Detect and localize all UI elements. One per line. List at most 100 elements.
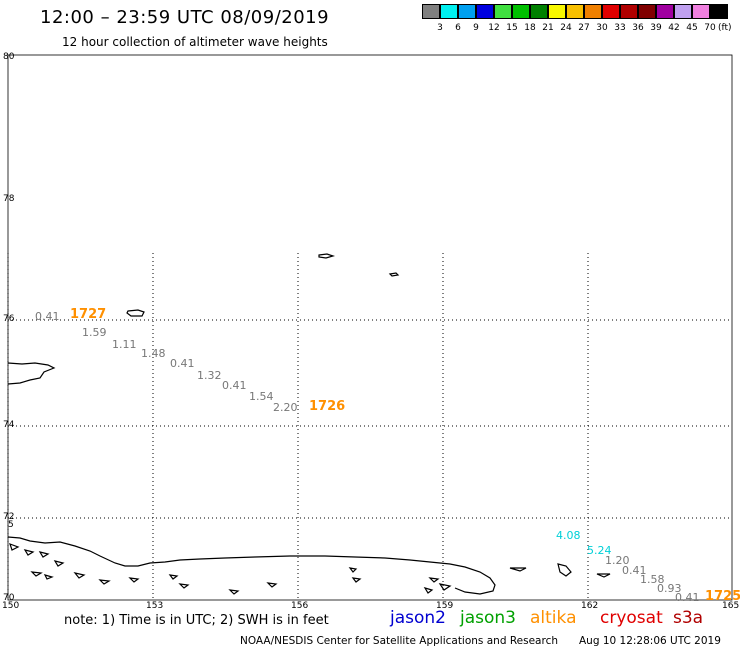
- island: [43, 574, 54, 580]
- swh-value: 0.41: [222, 379, 247, 392]
- swh-value: 5.24: [587, 544, 612, 557]
- legend-swatch: [674, 4, 692, 19]
- legend-swatch: [692, 4, 710, 19]
- landmass: [7, 536, 496, 595]
- legend-level: 33: [614, 23, 626, 33]
- legend-level: 70: [704, 23, 716, 33]
- island: [266, 582, 278, 588]
- island: [318, 253, 336, 259]
- legend-swatch: [638, 4, 656, 19]
- swh-value: 1.59: [82, 326, 107, 339]
- satellite-jason3: jason3: [460, 608, 516, 628]
- legend-unit: (ft): [718, 23, 732, 33]
- island: [423, 587, 434, 594]
- generated-timestamp: Aug 10 12:28:06 UTC 2019: [579, 635, 721, 647]
- legend-swatch: [476, 4, 494, 19]
- legend-swatch: [566, 4, 584, 19]
- legend-level: 6: [455, 23, 461, 33]
- map-frame: [7, 54, 733, 601]
- legend-level: 18: [524, 23, 536, 33]
- satellite-jason2: jason2: [390, 608, 446, 628]
- island: [38, 551, 50, 558]
- lon-label: 159: [436, 601, 454, 611]
- graticule: [7, 253, 732, 600]
- legend-swatch: [512, 4, 530, 19]
- swh-value: 1.48: [141, 347, 166, 360]
- legend-level: 15: [506, 23, 518, 33]
- satellite-altika: altika: [530, 608, 577, 628]
- track-time-label: 1725: [705, 589, 740, 604]
- lon-label: 156: [291, 601, 309, 611]
- legend-level: 42: [668, 23, 680, 33]
- legend-swatch: [584, 4, 602, 19]
- swh-value: 4.08: [556, 529, 581, 542]
- swh-value: 2.20: [273, 401, 298, 414]
- coastline: [7, 253, 611, 595]
- island: [596, 573, 611, 578]
- legend-swatch: [530, 4, 548, 19]
- swh-value: 1.54: [249, 390, 274, 403]
- swh-value: 0.41: [170, 357, 195, 370]
- lon-label: 165: [722, 601, 740, 611]
- island: [126, 309, 145, 317]
- swh-value: 1.11: [112, 338, 137, 351]
- swh-value: 0.41: [675, 591, 700, 604]
- swh-value: 0.41: [35, 310, 60, 323]
- lat-label: 70: [3, 593, 15, 603]
- legend-swatch: [656, 4, 674, 19]
- swh-value: 1.58: [640, 573, 665, 586]
- legend-level: 27: [578, 23, 590, 33]
- track-time-label: 1727: [70, 307, 107, 322]
- island: [128, 577, 140, 583]
- map-subtitle: 12 hour collection of altimeter wave hei…: [62, 35, 328, 49]
- island: [428, 577, 440, 583]
- legend-level: 9: [473, 23, 479, 33]
- legend-swatch: [710, 4, 728, 19]
- legend-level: 30: [596, 23, 608, 33]
- legend-swatch: [422, 4, 440, 19]
- lon-label: 162: [581, 601, 599, 611]
- track-time-label: 1726: [309, 399, 346, 414]
- legend-swatch: [494, 4, 512, 19]
- edge-marker: 5: [8, 520, 14, 530]
- legend-swatch: [602, 4, 620, 19]
- legend-level: 3: [437, 23, 443, 33]
- lat-label: 78: [3, 194, 15, 204]
- satellite-s3a: s3a: [673, 608, 704, 628]
- swh-value: 0.93: [657, 582, 682, 595]
- lat-label: 74: [3, 420, 15, 430]
- island: [23, 549, 35, 556]
- lon-label: 153: [146, 601, 164, 611]
- lat-label: 80: [3, 52, 15, 62]
- satellite-cryosat: cryosat: [600, 608, 663, 628]
- lat-label: 76: [3, 314, 15, 324]
- island: [53, 560, 65, 567]
- legend-level: 12: [488, 23, 500, 33]
- swh-value: 1.20: [605, 554, 630, 567]
- legend-level: 24: [560, 23, 572, 33]
- landmass: [7, 362, 56, 385]
- island: [348, 567, 358, 573]
- legend-swatch: [620, 4, 638, 19]
- legend-level: 21: [542, 23, 554, 33]
- swh-value: 0.41: [622, 564, 647, 577]
- island: [168, 574, 179, 580]
- swh-value: 1.32: [197, 369, 222, 382]
- legend-swatch: [458, 4, 476, 19]
- map-title: 12:00 – 23:59 UTC 08/09/2019: [40, 7, 330, 28]
- island: [73, 572, 86, 579]
- island: [509, 567, 527, 572]
- island: [98, 579, 111, 585]
- footer-note: note: 1) Time is in UTC; 2) SWH is in fe…: [64, 613, 329, 628]
- credit-text: NOAA/NESDIS Center for Satellite Applica…: [240, 635, 558, 647]
- island: [388, 272, 400, 277]
- island: [351, 577, 362, 583]
- island: [178, 583, 190, 589]
- lat-label: 72: [3, 512, 15, 522]
- island: [9, 542, 20, 551]
- legend-swatch: [440, 4, 458, 19]
- legend-swatch: [548, 4, 566, 19]
- legend-level: 36: [632, 23, 644, 33]
- island: [438, 583, 452, 591]
